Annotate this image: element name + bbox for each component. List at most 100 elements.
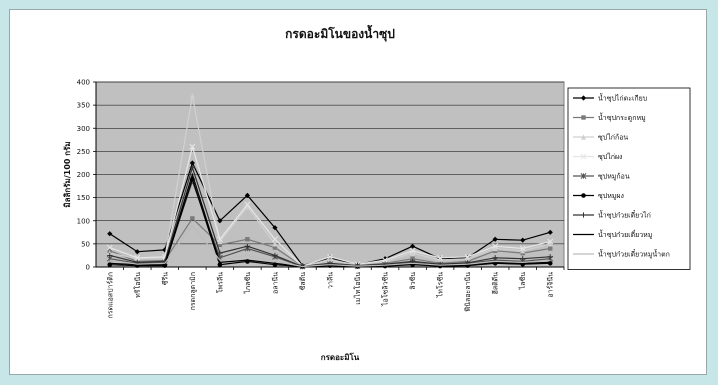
legend-label: ซุปหมูก้อน: [598, 173, 630, 181]
data-point: [244, 192, 251, 198]
data-point: [189, 164, 195, 171]
data-point: [409, 250, 416, 256]
x-tick-label: กรดแอสปาร์ติก: [106, 272, 114, 318]
legend-label: ซุปไก่ก้อน: [598, 133, 628, 142]
x-tick-label: เมไทโอนีน: [353, 272, 362, 305]
data-point: [107, 231, 113, 237]
data-point: [217, 242, 223, 247]
data-point: [106, 244, 113, 251]
data-point: [548, 246, 553, 251]
data-point: [327, 257, 333, 263]
data-point: [272, 245, 278, 250]
data-point: [465, 256, 471, 262]
x-tick-label: ไอโซลิวซีน: [381, 272, 390, 307]
data-point: [580, 95, 587, 101]
data-point: [244, 201, 251, 208]
x-tick-label: อลานีน: [271, 272, 279, 294]
x-tick-label: ลิวซีน: [409, 272, 417, 290]
series-9: [109, 224, 551, 268]
y-tick-label: 250: [77, 148, 90, 156]
legend-label: ซุปหมูผง: [598, 192, 624, 200]
series-7: [107, 164, 553, 270]
x-tick-label: ซีสตีน: [299, 272, 307, 291]
y-tick-label: 200: [77, 171, 90, 179]
x-tick-label: ฮีสติดีน: [492, 272, 500, 295]
data-point: [409, 247, 416, 254]
data-point: [580, 134, 587, 140]
data-point: [272, 252, 278, 259]
x-tick-label: ซีรีน: [161, 272, 169, 286]
line-chart: กรดอะมิโนของน้ำซุป 0 50 100 150 200 250 300 350…: [63, 24, 691, 362]
data-point: [382, 257, 389, 264]
legend: น้ำซุปไก่ตะเกียบน้ำซุปกระดูกหมูซุปไก่ก้อ…: [567, 87, 691, 270]
data-point: [189, 93, 195, 99]
data-point: [437, 257, 443, 263]
data-point: [272, 241, 278, 247]
data-point: [492, 255, 498, 261]
data-point: [519, 245, 526, 252]
x-tick-label: อาร์จินีน: [547, 272, 555, 298]
data-point: [409, 243, 416, 249]
data-point: [410, 256, 415, 261]
legend-label: น้ำซุปกระดูกหมู: [598, 111, 646, 122]
data-point: [580, 153, 587, 160]
data-point: [217, 262, 223, 267]
chart-frame: กรดอะมิโนของน้ำซุป 0 50 100 150 200 250 300 350…: [9, 9, 707, 375]
y-tick-label: 100: [77, 217, 90, 225]
x-tick-label: วาลีน: [327, 272, 335, 289]
x-axis-label: กรดอะมิโน: [321, 352, 360, 362]
data-point: [492, 243, 499, 250]
data-point: [464, 253, 471, 260]
legend-label: น้ำซุปก๋วยเตี๋ยวหมูน้ำตก: [598, 248, 670, 259]
data-point: [581, 115, 586, 120]
data-point: [244, 243, 251, 249]
series-3: [107, 93, 553, 269]
data-point: [217, 218, 223, 224]
data-point: [581, 193, 586, 198]
data-point: [189, 160, 195, 166]
y-tick-label: 50: [81, 240, 90, 248]
legend-label: น้ำซุปก๋วยเตี๋ยวไก่: [598, 209, 651, 220]
data-point: [547, 238, 554, 245]
x-tick-label: ไลซีน: [518, 272, 527, 291]
data-point: [134, 249, 140, 255]
data-point: [492, 236, 498, 242]
data-point: [492, 245, 498, 252]
x-tick-label: ไกลซีน: [243, 272, 252, 295]
data-point: [547, 241, 553, 247]
data-point: [547, 229, 553, 235]
data-point: [272, 225, 278, 231]
data-point: [437, 254, 444, 261]
data-point: [327, 253, 333, 260]
data-point: [216, 236, 223, 243]
data-point: [134, 256, 140, 262]
data-point: [271, 236, 278, 243]
data-point: [244, 204, 251, 210]
legend-label: น้ำซุปก๋วยเตี๋ยวหมู: [598, 228, 652, 239]
y-tick-label: 350: [77, 102, 90, 110]
legend-label: ซุปไก่ผง: [598, 152, 622, 161]
data-point: [245, 237, 250, 242]
data-point: [134, 254, 141, 261]
data-point: [520, 256, 526, 262]
y-tick-label: 0: [86, 264, 90, 272]
x-tick-label: ฟีนิลอะลานีน: [464, 272, 472, 312]
y-tick-label: 150: [77, 194, 90, 202]
y-axis-label: มิลลิกรัม/100 กรัม: [63, 141, 72, 207]
data-point: [520, 248, 526, 254]
data-point: [189, 143, 196, 150]
data-point: [580, 212, 587, 218]
x-tick-label: โพรลีน: [215, 272, 224, 293]
data-point: [547, 254, 553, 260]
x-tick-label: ทรีโอนีน: [133, 272, 142, 298]
chart-title: กรดอะมิโนของน้ำซุป: [285, 24, 395, 42]
series-line: [109, 224, 551, 268]
legend-box: [567, 87, 691, 270]
plot-area: 0 50 100 150 200 250 300 350 400 กรดแอสปาร์ติก ทรี…: [77, 79, 565, 318]
data-point: [190, 216, 195, 221]
data-point: [520, 237, 526, 243]
y-tick-label: 400: [77, 79, 90, 87]
x-tick-label: ไทโรซีน: [436, 272, 445, 298]
data-point: [547, 261, 553, 266]
data-point: [580, 173, 587, 179]
